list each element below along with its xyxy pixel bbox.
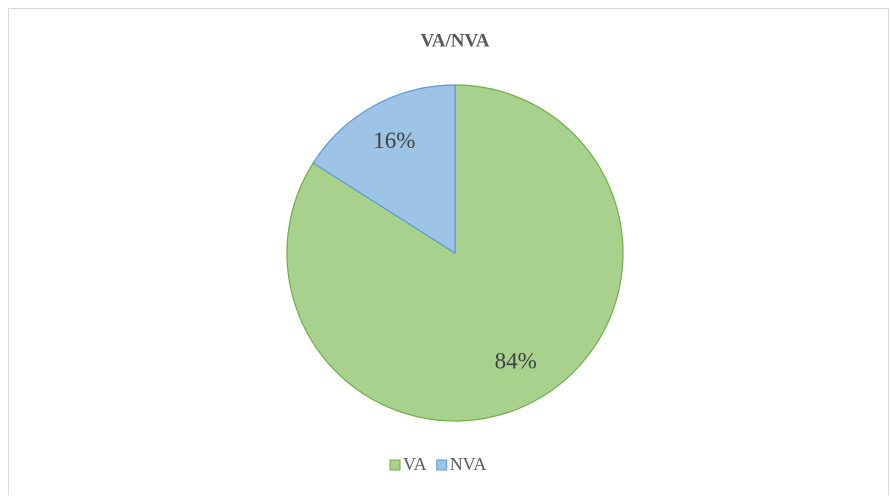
legend-label: VA xyxy=(403,454,427,474)
data-label: 84% xyxy=(495,349,537,374)
legend-swatch xyxy=(389,459,401,471)
chart-title: VA/NVA xyxy=(421,30,490,51)
pie-slice xyxy=(312,84,456,255)
legend-swatch xyxy=(436,459,448,471)
legend-label: NVA xyxy=(450,454,487,474)
pie-slice xyxy=(286,84,624,422)
data-label: 16% xyxy=(373,128,415,153)
